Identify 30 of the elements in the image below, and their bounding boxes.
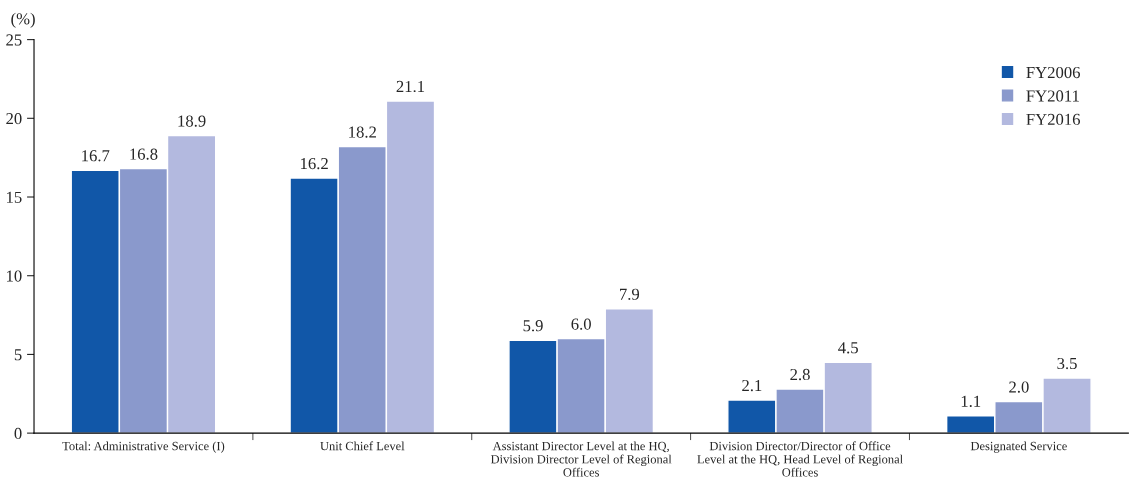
legend-label: FY2016 — [1026, 113, 1080, 126]
x-tick-label: Total: Administrative Service (I) — [62, 441, 225, 453]
y-tick-label: 10 — [7, 270, 22, 282]
data-label: 18.9 — [178, 115, 206, 127]
y-tick-label: 25 — [6, 34, 22, 46]
data-label: 6.0 — [571, 318, 591, 330]
legend-label: FY2011 — [1026, 90, 1079, 102]
data-label: 5.9 — [523, 320, 543, 332]
x-tick-label: Unit Chief Level — [320, 441, 405, 451]
y-tick-label: 20 — [6, 113, 22, 125]
x-tick-label: Division Director/Director of Office Level at the HQ, Head Level of Regional Offices — [697, 441, 903, 477]
data-label: 16.7 — [82, 150, 110, 162]
y-tick-label: 0 — [14, 427, 22, 440]
data-label: 2.8 — [790, 368, 810, 381]
data-label: 1.1 — [961, 395, 981, 407]
data-label: 4.5 — [838, 342, 858, 354]
data-label: 2.1 — [742, 379, 762, 392]
data-label: 3.5 — [1057, 357, 1077, 370]
data-label: 21.1 — [396, 80, 425, 93]
data-label: 16.8 — [130, 148, 158, 160]
x-tick-label: Designated Service — [970, 441, 1067, 453]
data-label: 2.0 — [1009, 381, 1029, 393]
y-tick-label: 15 — [7, 191, 22, 203]
y-axis-title: (%) — [11, 12, 35, 28]
y-tick-label: 5 — [14, 349, 22, 361]
data-label: 16.2 — [301, 157, 328, 170]
data-label: 7.9 — [620, 288, 640, 300]
x-tick-label: Assistant Director Level at the HQ, Division Director Level of Regional Offices — [490, 441, 672, 477]
legend-label: FY2006 — [1026, 66, 1080, 79]
data-label: 18.2 — [349, 126, 376, 138]
